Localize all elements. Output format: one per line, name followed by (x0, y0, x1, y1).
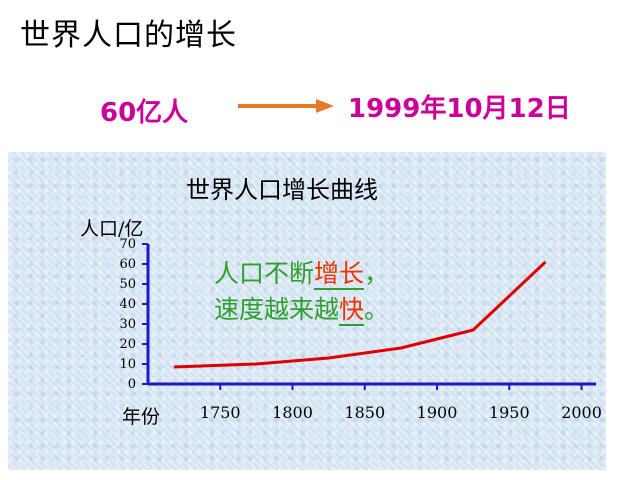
x-tick-label: 1800 (272, 403, 313, 422)
date-fact: 1999年10月12日 (348, 94, 571, 124)
y-tick-label: 50 (119, 277, 136, 292)
annotation-line-1: 人口不断增长， (214, 254, 389, 290)
chart-panel (8, 152, 606, 470)
annotation-text: 速度越来越 (214, 295, 340, 324)
annotation-highlight: 增长 (314, 259, 365, 290)
y-tick-label: 60 (119, 257, 136, 272)
population-fact: 60亿人 (100, 98, 189, 128)
annotation-punct: 。 (364, 295, 390, 324)
y-tick-label: 40 (119, 297, 136, 312)
y-tick-label: 10 (119, 357, 136, 372)
x-tick-label: 2000 (561, 403, 602, 422)
y-tick-label: 0 (128, 377, 136, 392)
population-series-line (173, 260, 547, 369)
annotation-text: 人口不断 (214, 259, 315, 288)
x-tick-label: 1950 (489, 403, 530, 422)
slide-title: 世界人口的增长 (20, 18, 237, 53)
y-tick-label: 30 (119, 317, 136, 332)
x-tick-label: 1850 (344, 403, 385, 422)
annotation-punct: ， (364, 259, 390, 288)
y-tick-label: 70 (119, 237, 136, 252)
annotation-highlight: 快 (339, 295, 365, 326)
chart-title: 世界人口增长曲线 (186, 176, 378, 204)
y-tick-label: 20 (119, 337, 136, 352)
annotation-line-2: 速度越来越快。 (214, 290, 389, 326)
y-axis-label: 人口/亿 (80, 218, 144, 240)
x-axis-label: 年份 (122, 406, 161, 428)
arrow-right-icon (238, 99, 334, 113)
x-tick-label: 1900 (417, 403, 458, 422)
x-tick-label: 1750 (200, 403, 241, 422)
